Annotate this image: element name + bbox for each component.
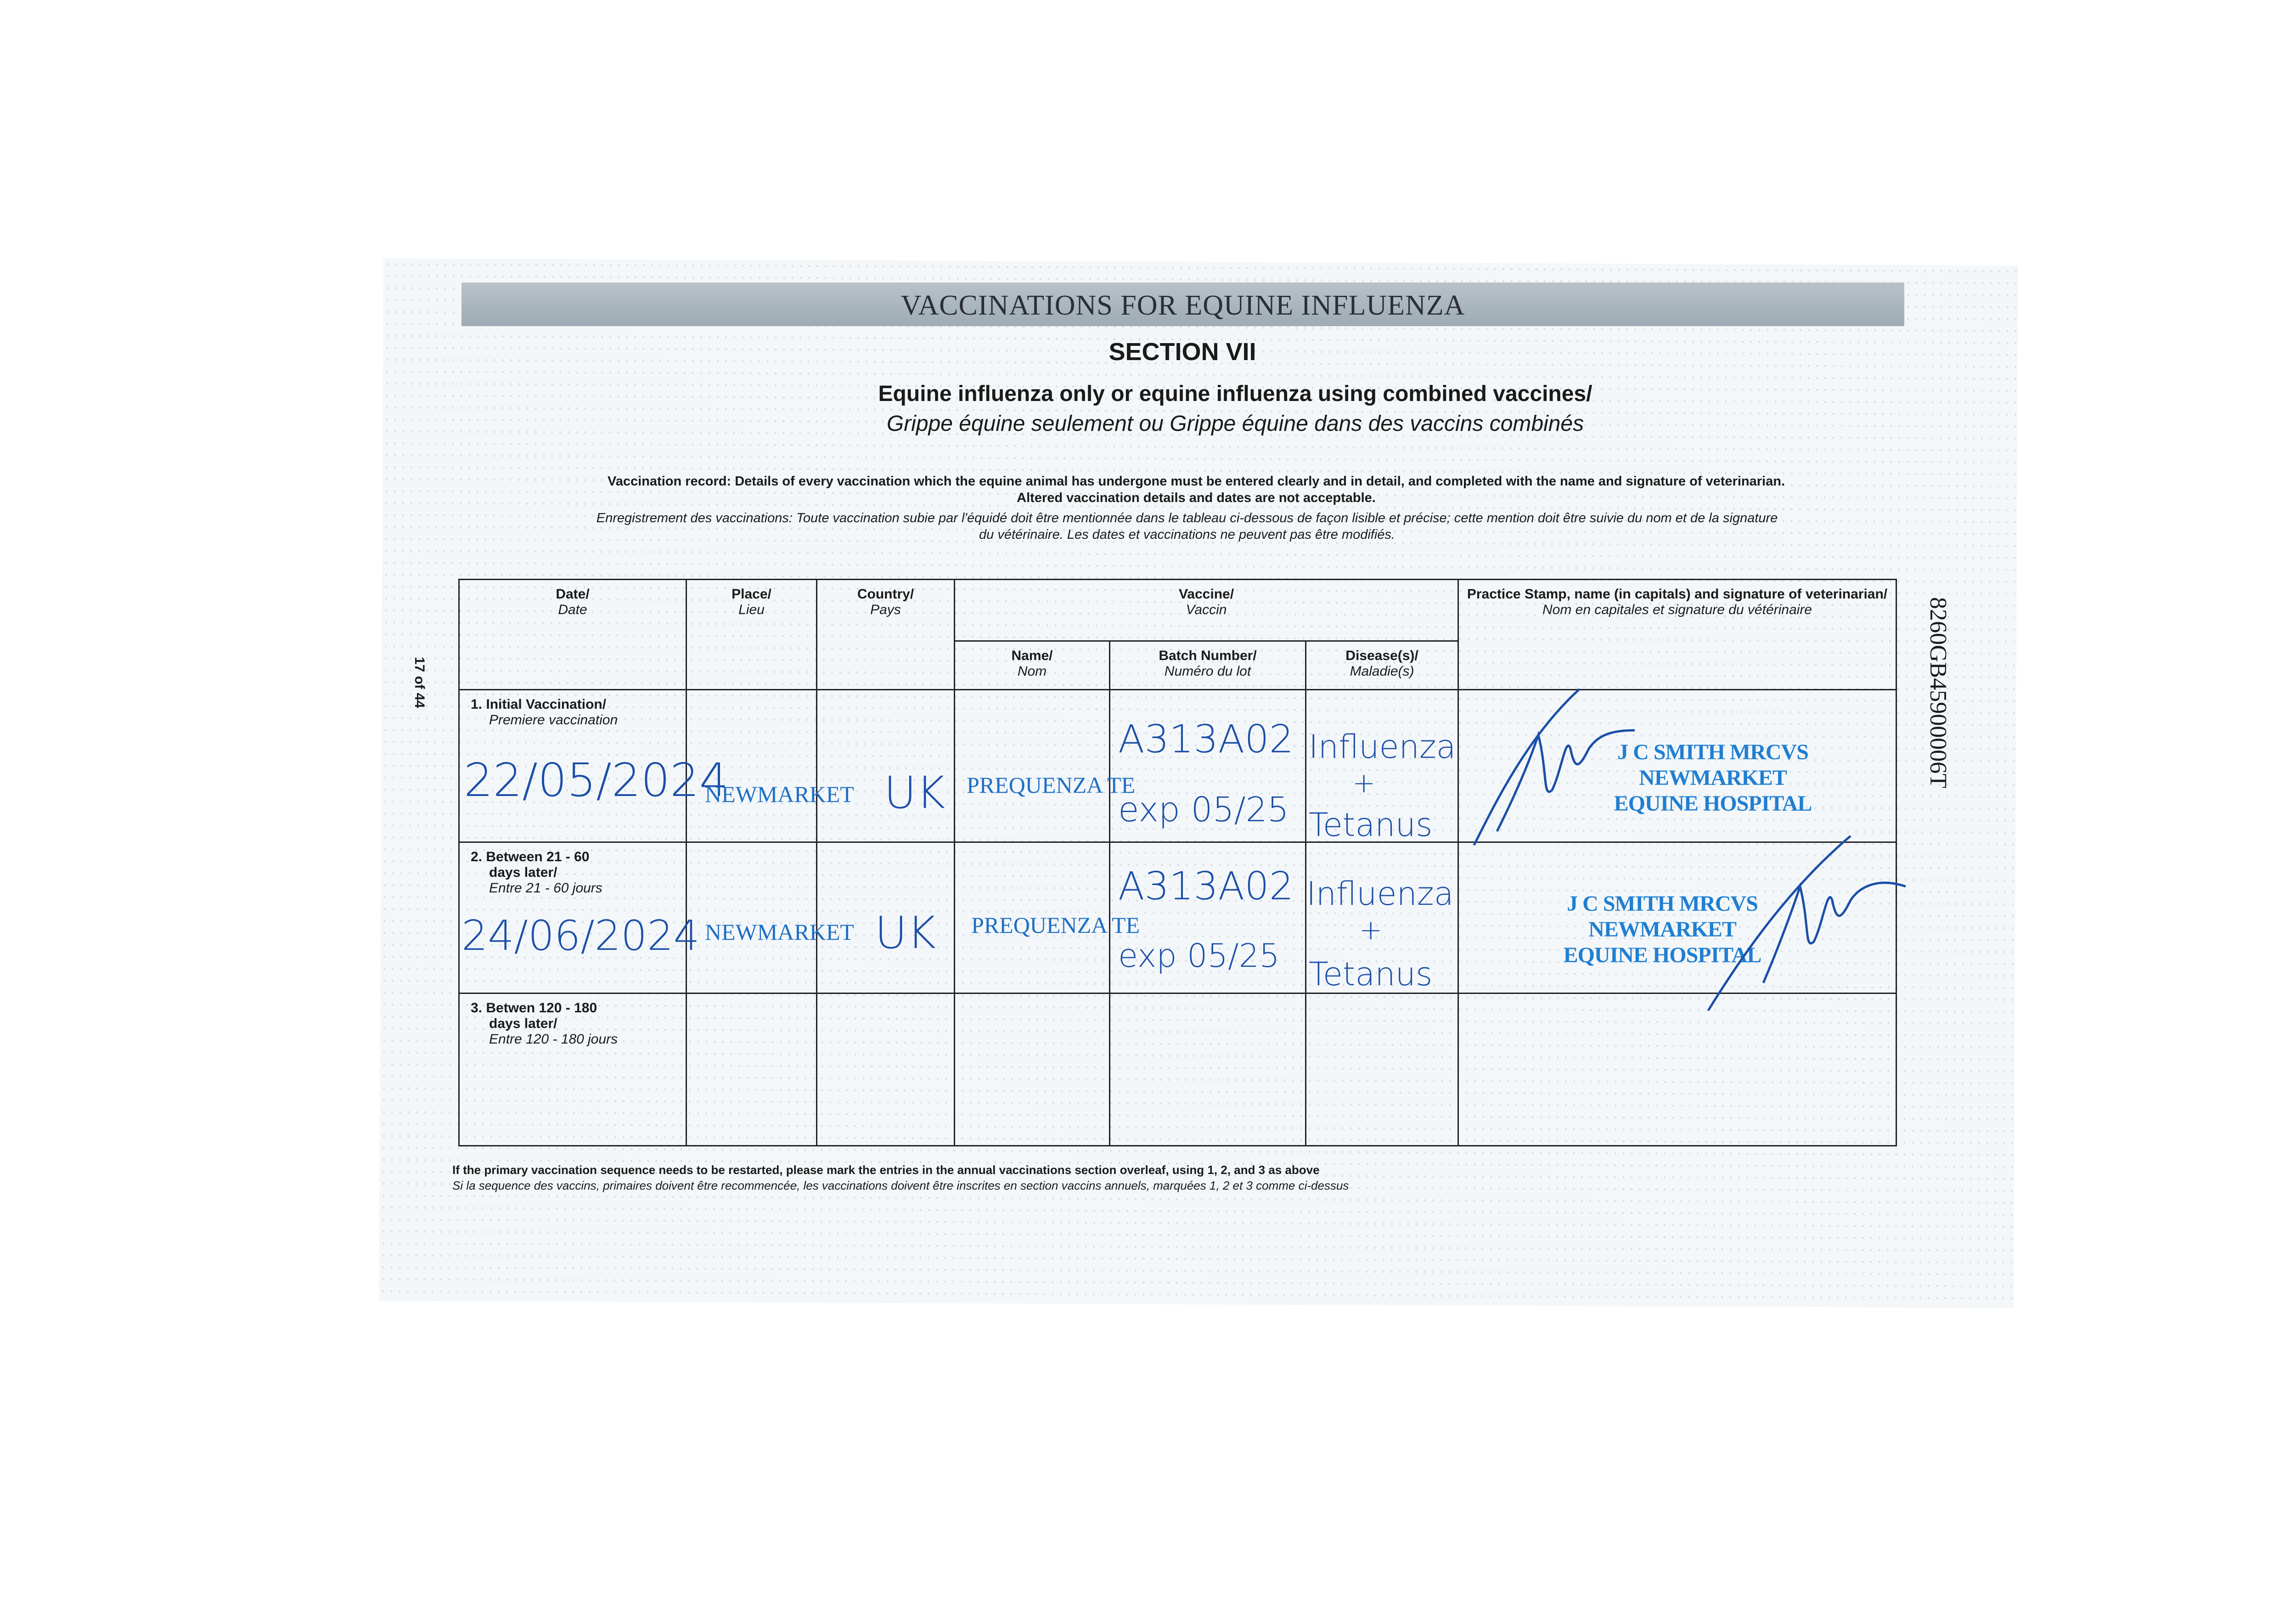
stamp-line: NEWMARKET	[1639, 766, 1787, 790]
header-batch: Batch Number/Numéro du lot	[1109, 640, 1306, 690]
footnote: If the primary vaccination sequence need…	[452, 1162, 1349, 1193]
header-text: Place/	[732, 587, 771, 602]
stamp-line: EQUINE HOSPITAL	[1563, 943, 1762, 967]
header-text: Date	[558, 602, 587, 617]
stamp-line: J C SMITH MRCVS	[1617, 740, 1809, 764]
header-text: Vaccin	[1186, 602, 1227, 617]
stamp-line: EQUINE HOSPITAL	[1614, 791, 1812, 816]
instructions-en-line: Vaccination record: Details of every vac…	[608, 474, 1785, 489]
handwritten-date: 22/05/2024	[464, 753, 729, 807]
row-label: 3. Betwen 120 - 180 days later/Entre 120 …	[458, 993, 687, 1146]
handwritten-expiry: exp 05/25	[1118, 790, 1289, 830]
vet-signature	[1473, 688, 1635, 846]
footnote-fr: Si la sequence des vaccins, primaires do…	[452, 1179, 1349, 1192]
table-row: 2. Between 21 - 60 days later/Entre 21 - …	[458, 841, 1897, 994]
table-row: 1. Initial Vaccination/Premiere vaccinat…	[458, 689, 1897, 843]
handwritten-country: UK	[884, 767, 945, 818]
handwritten-expiry: exp 05/25	[1118, 937, 1280, 975]
header-place: Place/Lieu	[686, 579, 817, 690]
header-text: Lieu	[738, 602, 765, 617]
vaccine-name-stamp: PREQUENZA TE	[967, 772, 1136, 798]
instructions-fr: Enregistrement des vaccinations: Toute v…	[464, 510, 1910, 543]
page-number: 17 of 44	[412, 657, 427, 708]
instructions-en-line: Altered vaccination details and dates ar…	[1017, 491, 1376, 505]
header-text: Name/	[1011, 648, 1053, 663]
row-label-text: Entre 21 - 60 jours	[489, 881, 602, 896]
handwritten-disease: Tetanus	[1309, 955, 1433, 993]
handwritten-batch: A313A02	[1118, 864, 1294, 909]
handwritten-date: 24/06/2024	[461, 912, 700, 960]
header-text: Maladie(s)	[1350, 664, 1414, 679]
header-text: Nom	[1017, 664, 1047, 679]
row-label: 1. Initial Vaccination/Premiere vaccinat…	[458, 689, 687, 843]
vet-stamp: J C SMITH MRCVS NEWMARKET EQUINE HOSPITAL	[1548, 891, 1777, 968]
header-disease: Disease(s)/Maladie(s)	[1305, 640, 1459, 690]
row-label: 2. Between 21 - 60 days later/Entre 21 - …	[458, 841, 687, 994]
handwritten-batch: A313A02	[1118, 717, 1294, 762]
header-stamp: Practice Stamp, name (in capitals) and s…	[1458, 579, 1897, 690]
stamp-line: NEWMARKET	[1588, 917, 1737, 942]
header-vaccine: Vaccine/Vaccin	[954, 579, 1459, 642]
section-number: SECTION VII	[1109, 338, 1256, 366]
handwritten-disease: Tetanus	[1309, 806, 1433, 844]
instructions-fr-line: Enregistrement des vaccinations: Toute v…	[596, 511, 1778, 525]
header-text: Vaccine/	[1178, 587, 1234, 602]
place-stamp: NEWMARKET	[705, 781, 854, 807]
section-title-band: VACCINATIONS FOR EQUINE INFLUENZA	[461, 282, 1904, 326]
vet-stamp: J C SMITH MRCVS NEWMARKET EQUINE HOSPITAL	[1598, 739, 1828, 817]
header-text: Country/	[857, 587, 914, 602]
instructions-fr-line: du vétérinaire. Les dates et vaccination…	[979, 527, 1395, 542]
subtitle-en: Equine influenza only or equine influenz…	[878, 382, 1593, 406]
header-text: Disease(s)/	[1345, 648, 1418, 663]
header-text: Date/	[556, 587, 590, 602]
row-label-text: Premiere vaccination	[489, 712, 618, 728]
row-label-text: 3. Betwen 120 - 180	[471, 1000, 597, 1016]
row-label-text: 2. Between 21 - 60	[471, 849, 590, 864]
header-vaccine-name: Name/Nom	[954, 640, 1110, 690]
row-label-text: 1. Initial Vaccination/	[471, 697, 607, 712]
handwritten-disease: Influenza	[1306, 875, 1454, 913]
document-code: 8260GB45900006T	[1925, 597, 1951, 788]
vaccination-table: Date/Date Place/Lieu Country/Pays Vaccin…	[458, 579, 1897, 1146]
header-text: Batch Number/	[1159, 648, 1257, 663]
subtitle-fr: Grippe équine seulement ou Grippe équine…	[886, 412, 1584, 436]
handwritten-plus: +	[1359, 914, 1383, 946]
table-row: 3. Betwen 120 - 180 days later/Entre 120 …	[458, 993, 1897, 1146]
footnote-en: If the primary vaccination sequence need…	[452, 1163, 1320, 1177]
stamp-line: J C SMITH MRCVS	[1567, 892, 1758, 916]
row-label-text: days later/	[489, 1016, 557, 1031]
header-country: Country/Pays	[816, 579, 955, 690]
vet-signature	[1707, 835, 1906, 1011]
row-label-text: days later/	[489, 865, 557, 880]
handwritten-plus: +	[1352, 767, 1376, 799]
handwritten-disease: Influenza	[1309, 728, 1456, 766]
header-date: Date/Date	[458, 579, 687, 690]
header-text: Numéro du lot	[1164, 664, 1251, 679]
header-text: Nom en capitales et signature du vétérin…	[1542, 602, 1812, 617]
handwritten-country: UK	[875, 907, 936, 959]
header-text: Pays	[870, 602, 901, 617]
header-text: Practice Stamp, name (in capitals) and s…	[1467, 587, 1888, 602]
place-stamp: NEWMARKET	[705, 919, 854, 945]
instructions-en: Vaccination record: Details of every vac…	[473, 473, 1919, 506]
row-label-text: Entre 120 - 180 jours	[489, 1032, 618, 1047]
vaccine-name-stamp: PREQUENZA TE	[971, 912, 1140, 938]
